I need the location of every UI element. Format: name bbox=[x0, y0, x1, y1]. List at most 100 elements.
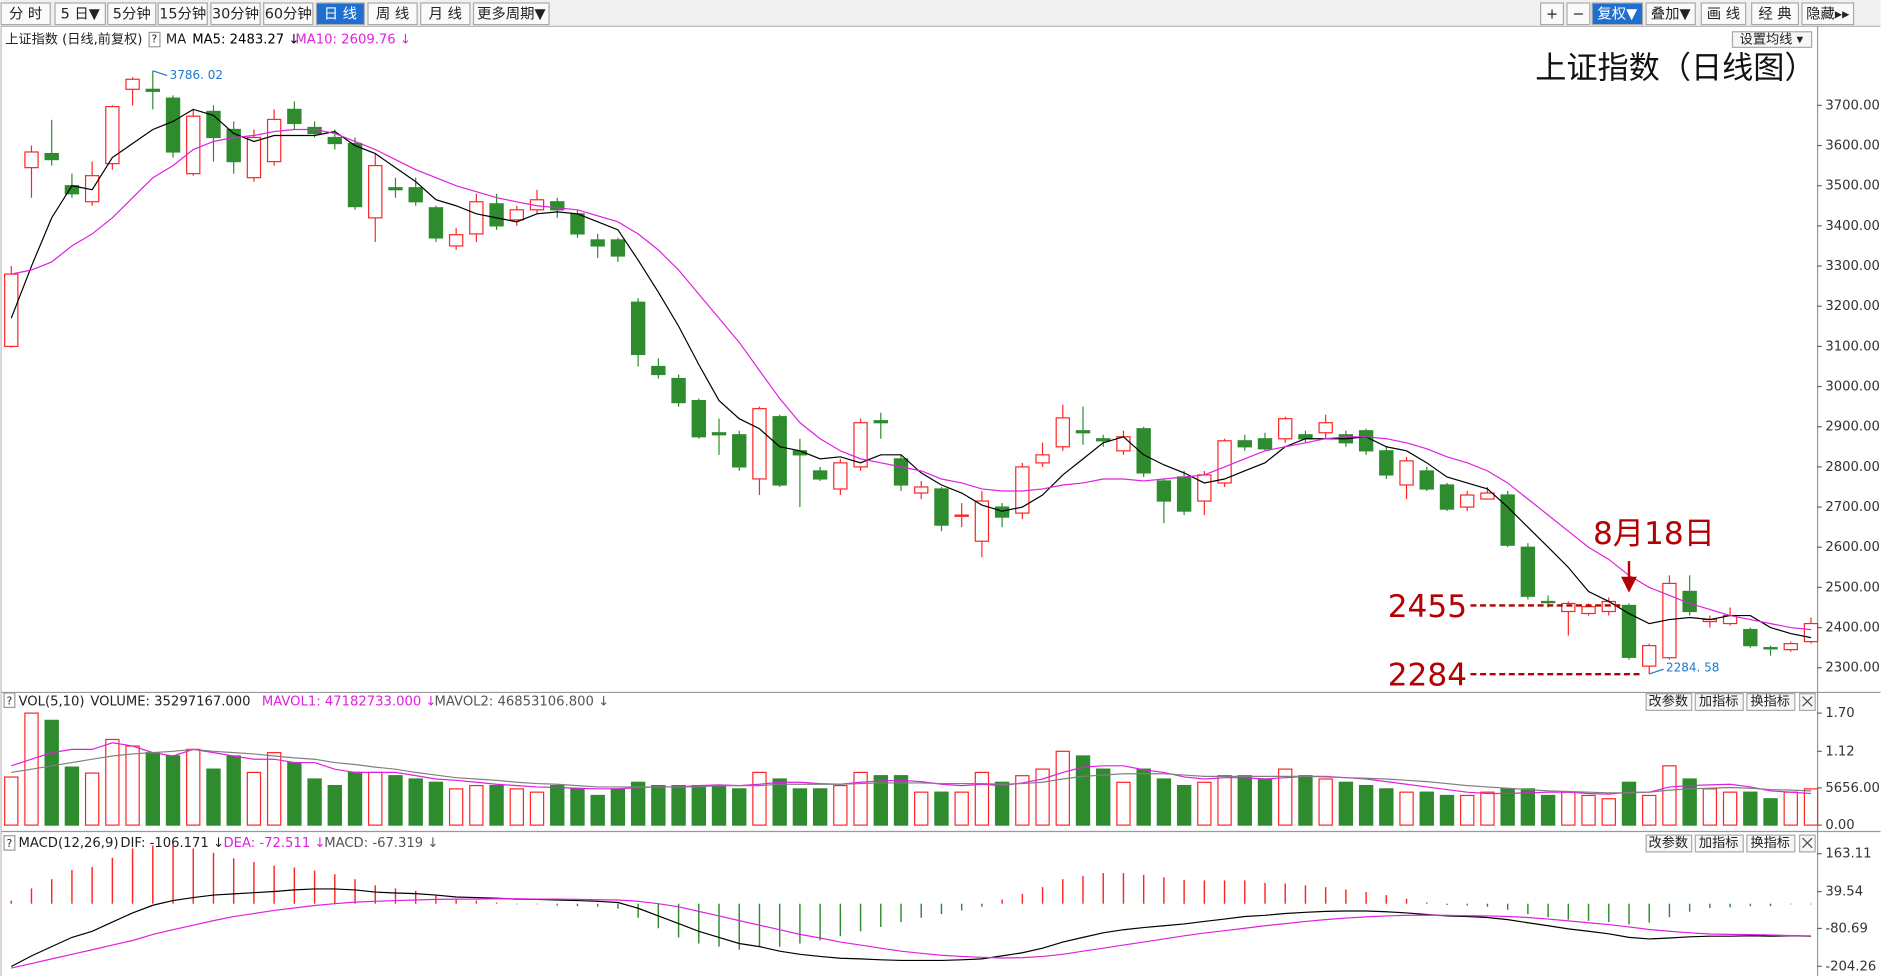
toolbar-button[interactable] bbox=[367, 2, 418, 26]
ma-settings-button[interactable] bbox=[1731, 31, 1813, 48]
volume-bar bbox=[44, 719, 59, 826]
volume-bar bbox=[388, 775, 403, 826]
volume-bar bbox=[914, 791, 929, 826]
volume-bar bbox=[64, 766, 80, 826]
close-icon bbox=[1802, 696, 1813, 707]
indicator-button[interactable] bbox=[1645, 693, 1693, 712]
toolbar-button[interactable] bbox=[1700, 2, 1747, 26]
y-tick-label: 39.54 bbox=[1825, 885, 1863, 900]
volume-bar bbox=[287, 761, 302, 826]
volume-bar bbox=[1075, 755, 1091, 826]
toolbar-button-label: 15分钟 bbox=[159, 5, 206, 22]
candle-body bbox=[1803, 622, 1819, 643]
volume-bar bbox=[428, 781, 444, 826]
indicator-button[interactable] bbox=[1694, 693, 1744, 712]
candle-body bbox=[772, 416, 787, 486]
indicator-button[interactable] bbox=[1645, 834, 1693, 853]
candle-body bbox=[24, 151, 39, 169]
y-tick-label: -204.26 bbox=[1825, 959, 1876, 974]
y-tick-label: 2600.00 bbox=[1825, 540, 1879, 555]
toolbar-button-label: 叠加▼ bbox=[1651, 5, 1692, 22]
volume-bar bbox=[630, 781, 646, 826]
candle-body bbox=[590, 239, 605, 247]
volume-bar bbox=[812, 788, 828, 826]
toolbar-button[interactable] bbox=[1566, 2, 1591, 26]
candle-body bbox=[226, 128, 241, 163]
toolbar-button[interactable] bbox=[54, 2, 106, 26]
toolbar-button[interactable] bbox=[1751, 2, 1799, 26]
toolbar-button[interactable] bbox=[1801, 2, 1855, 26]
candle-body bbox=[125, 78, 140, 90]
volume-bar bbox=[1136, 768, 1151, 826]
candle-body bbox=[1278, 418, 1293, 440]
candle-body bbox=[1096, 438, 1111, 442]
candle-body bbox=[469, 201, 484, 235]
volume-bar bbox=[1682, 778, 1697, 826]
toolbar-button[interactable] bbox=[0, 2, 51, 26]
help-icon-mark: ? bbox=[6, 837, 12, 850]
toolbar-button-label: 周 线 bbox=[376, 5, 409, 22]
candle-body bbox=[1156, 480, 1172, 502]
volume-bar bbox=[448, 788, 464, 826]
volume-bar bbox=[934, 791, 949, 826]
y-tick-label: 3500.00 bbox=[1825, 179, 1879, 194]
candle-body bbox=[994, 506, 1010, 518]
toolbar-button[interactable] bbox=[1645, 2, 1696, 26]
volume-bar bbox=[1035, 768, 1050, 826]
candle-body bbox=[1621, 604, 1637, 658]
toolbar-button[interactable] bbox=[420, 2, 471, 26]
indicator-button[interactable] bbox=[1694, 834, 1744, 853]
legend-entry: DEA: -72.511 ↓ bbox=[223, 836, 325, 851]
candle-body bbox=[1257, 438, 1273, 450]
candle-body bbox=[1399, 460, 1414, 486]
volume-bar bbox=[1642, 794, 1657, 826]
toolbar-button-label: 5分钟 bbox=[113, 5, 151, 22]
volume-bar bbox=[550, 784, 565, 826]
candle-body bbox=[327, 136, 343, 145]
toolbar-button-label: 画 线 bbox=[1707, 5, 1740, 22]
volume-bar bbox=[1520, 788, 1536, 826]
candle-body bbox=[1520, 546, 1536, 597]
help-icon-mark: ? bbox=[6, 694, 12, 707]
toolbar-button[interactable] bbox=[107, 2, 157, 26]
candle-body bbox=[812, 470, 828, 480]
toolbar-button-label: 分 时 bbox=[9, 5, 42, 22]
candle-body bbox=[1581, 606, 1596, 615]
indicator-button[interactable] bbox=[1746, 834, 1796, 853]
toolbar-button-label: 隐藏▸▸ bbox=[1806, 5, 1850, 22]
toolbar-button[interactable] bbox=[263, 2, 314, 26]
volume-bar bbox=[1561, 791, 1576, 826]
candle-body bbox=[1480, 492, 1495, 500]
toolbar-button[interactable] bbox=[315, 2, 365, 26]
candle-body bbox=[1197, 474, 1212, 502]
candle-body bbox=[934, 488, 949, 526]
candle-body bbox=[1460, 494, 1475, 508]
volume-bar bbox=[853, 771, 868, 826]
indicator-button-label: 换指标 bbox=[1750, 693, 1790, 709]
toolbar-button[interactable] bbox=[1540, 2, 1564, 26]
toolbar-button[interactable] bbox=[472, 2, 550, 26]
candle-body bbox=[873, 420, 888, 424]
toolbar-button[interactable] bbox=[157, 2, 208, 26]
volume-bar bbox=[1055, 750, 1070, 826]
help-icon[interactable] bbox=[3, 692, 16, 709]
indicator-button-label: 加指标 bbox=[1699, 835, 1739, 851]
help-icon[interactable] bbox=[3, 835, 16, 851]
volume-bar bbox=[469, 784, 484, 826]
help-icon[interactable] bbox=[148, 31, 161, 48]
volume-bar bbox=[1783, 791, 1798, 826]
legend-entry: VOLUME: 35297167.000 bbox=[90, 694, 250, 709]
y-tick-label: 2700.00 bbox=[1825, 500, 1879, 515]
indicator-button[interactable] bbox=[1746, 693, 1796, 712]
candle-body bbox=[853, 422, 868, 468]
toolbar-button[interactable] bbox=[210, 2, 261, 26]
candle-body bbox=[448, 234, 464, 247]
ma-line bbox=[11, 742, 1812, 795]
candle-body bbox=[1439, 484, 1455, 510]
toolbar-button-label: + bbox=[1546, 6, 1558, 22]
volume-bar bbox=[1540, 794, 1556, 826]
candle-body bbox=[1419, 470, 1434, 490]
toolbar-button[interactable] bbox=[1591, 2, 1644, 26]
candle-body bbox=[711, 432, 727, 436]
